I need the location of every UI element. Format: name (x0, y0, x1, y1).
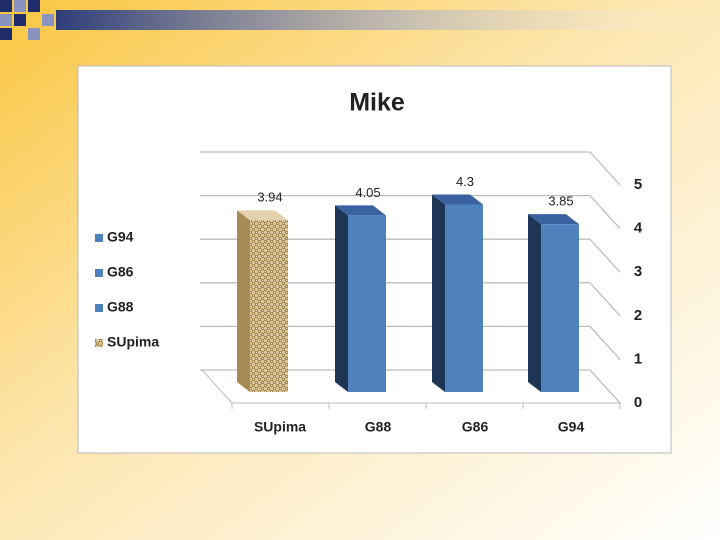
legend-label: SUpima (107, 334, 159, 350)
bar-side (432, 194, 445, 392)
bar-front (445, 204, 483, 392)
grid-line (200, 282, 621, 317)
x-tick-label: G94 (558, 419, 585, 435)
y-tick-label: 4 (634, 220, 643, 237)
bar-front (348, 215, 386, 392)
grid-line (200, 369, 621, 404)
legend-swatch (95, 304, 103, 312)
bar-top (335, 205, 386, 216)
y-tick-label: 2 (634, 307, 642, 324)
bar (335, 205, 386, 392)
legend-label: G94 (107, 229, 134, 245)
bar-side (237, 210, 250, 392)
x-tick-label: G86 (462, 419, 489, 435)
grid-line (200, 325, 621, 360)
slide-decoration (0, 0, 720, 40)
plot: 0 1 2 3 4 5 SUpima 3.94 G88 4.05 G86 4.3 G94 3.85 G94 G… (95, 151, 643, 435)
legend-label: G88 (107, 299, 134, 315)
bar-top (528, 214, 579, 225)
legend-swatch (95, 234, 103, 242)
y-tick-label: 3 (634, 263, 642, 280)
bar (528, 214, 579, 392)
data-label: 3.85 (548, 194, 573, 209)
y-tick-label: 5 (634, 176, 642, 193)
data-label: 4.05 (355, 185, 380, 200)
x-tick-label: SUpima (254, 419, 306, 435)
bar-side (335, 205, 348, 392)
y-tick-label: 0 (634, 394, 642, 411)
grid-line (200, 194, 621, 230)
bar-side (528, 214, 541, 392)
data-label: 4.3 (456, 174, 474, 189)
grid-line (200, 151, 621, 186)
y-tick-label: 1 (634, 350, 642, 367)
x-tick-label: G88 (365, 419, 392, 435)
grid-line (200, 238, 621, 273)
bar-front (541, 224, 579, 392)
bar-top (237, 210, 288, 221)
bar-front (250, 220, 288, 392)
chart-title: Mike (349, 89, 405, 117)
data-label: 3.94 (257, 190, 282, 205)
bar-top (432, 194, 483, 205)
legend-label: G86 (107, 264, 134, 280)
bar (237, 210, 288, 392)
legend-swatch (95, 269, 103, 277)
legend-swatch (95, 339, 103, 347)
bar (432, 194, 483, 392)
